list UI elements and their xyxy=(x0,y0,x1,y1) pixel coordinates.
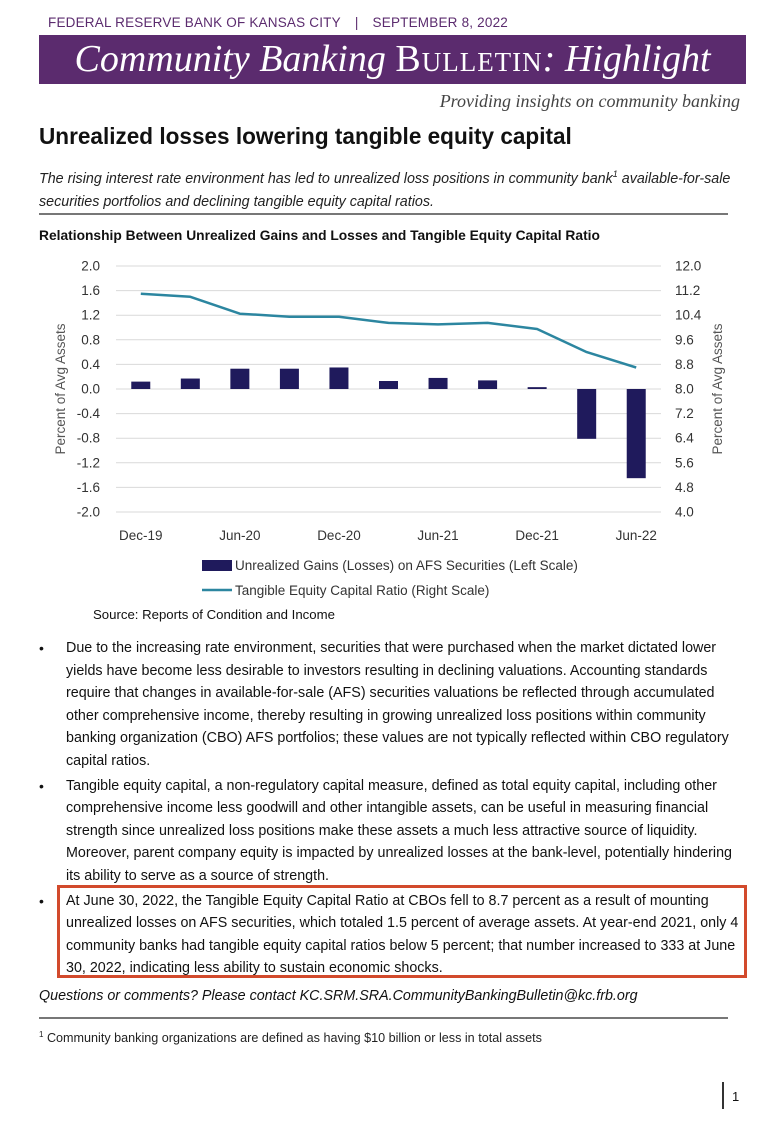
header-separator: | xyxy=(354,15,359,30)
bar xyxy=(329,367,349,389)
y-tick-right: 6.4 xyxy=(675,431,694,446)
bar xyxy=(626,389,646,479)
y-tick-right: 4.0 xyxy=(675,505,694,520)
article-title: Unrealized losses lowering tangible equi… xyxy=(39,123,572,149)
bar xyxy=(379,381,398,389)
bullet-dot: • xyxy=(39,892,44,909)
footnote-ref: 1 xyxy=(612,169,618,179)
bulletin-banner: Community Banking Bulletin: Highlight xyxy=(39,35,746,84)
chart-source: Source: Reports of Condition and Income xyxy=(93,607,335,622)
bullet-text: At June 30, 2022, the Tangible Equity Ca… xyxy=(66,892,739,977)
y-tick-right: 11.2 xyxy=(675,283,700,298)
subtitle-text-start: The rising interest rate environment has… xyxy=(39,170,613,187)
y-tick-left: 1.6 xyxy=(81,283,100,298)
y-tick-left: -0.4 xyxy=(77,406,101,421)
header-org: FEDERAL RESERVE BANK OF KANSAS CITY xyxy=(48,15,341,30)
banner-title-part1: Community Banking xyxy=(74,38,396,80)
footnote: 1 Community banking organizations are de… xyxy=(39,1030,542,1045)
banner-title-part3: : Highlight xyxy=(542,38,711,80)
bar xyxy=(577,389,597,439)
tagline: Providing insights on community banking xyxy=(439,91,740,111)
y-tick-left: -1.6 xyxy=(77,480,100,495)
subtitle-text-end: available-for-sale securities portfolios… xyxy=(39,170,731,210)
series-line xyxy=(140,292,637,369)
header-date: SEPTEMBER 8, 2022 xyxy=(372,15,509,30)
legend-label-line: Tangible Equity Capital Ratio (Right Sca… xyxy=(235,583,489,598)
legend-swatch-bar xyxy=(202,560,232,571)
y-tick-right: 9.6 xyxy=(675,332,694,347)
y-tick-left: -2.0 xyxy=(77,505,100,520)
y-tick-left: 2.0 xyxy=(81,259,100,274)
header-line: FEDERAL RESERVE BANK OF KANSAS CITY | SEPT… xyxy=(48,15,508,30)
page-number: 1 xyxy=(732,1089,740,1104)
footnote-number: 1 xyxy=(39,1030,44,1039)
footnote-text: Community banking organizations are defi… xyxy=(43,1031,542,1046)
y-tick-left: 0.4 xyxy=(81,357,100,372)
highlight-box xyxy=(57,885,747,978)
legend-label-bar: Unrealized Gains (Losses) on AFS Securit… xyxy=(235,558,578,573)
y-axis-label-right: Percent of Avg Assets xyxy=(710,323,725,454)
x-tick-label: Jun-22 xyxy=(616,528,657,543)
x-tick-label: Jun-21 xyxy=(417,528,458,543)
bullet-text: Due to the increasing rate environment, … xyxy=(66,640,729,769)
x-tick-label: Dec-21 xyxy=(515,528,559,543)
banner-title: Community Banking Bulletin: Highlight xyxy=(39,37,746,81)
bar xyxy=(131,381,151,389)
bar xyxy=(279,368,299,389)
bar xyxy=(478,380,498,389)
y-tick-right: 4.8 xyxy=(675,480,694,495)
bullet-dot: • xyxy=(39,640,44,656)
bullet-dot: • xyxy=(39,777,44,794)
y-tick-left: 1.2 xyxy=(81,308,100,323)
bullet-list: • Due to the increasing rate environment,… xyxy=(39,637,744,982)
y-tick-right: 5.6 xyxy=(675,455,694,470)
bullet-item: • Due to the increasing rate environment,… xyxy=(39,637,744,773)
bullet-item: • Tangible equity capital, a non-regulato… xyxy=(39,775,744,888)
x-tick-label: Jun-20 xyxy=(219,528,260,543)
y-tick-left: 0.0 xyxy=(81,382,100,397)
y-tick-right: 8.8 xyxy=(675,357,694,372)
y-tick-left: -0.8 xyxy=(77,431,100,446)
x-tick-label: Dec-20 xyxy=(317,528,361,543)
y-tick-right: 10.4 xyxy=(675,308,702,323)
bullet-item-highlighted: • At June 30, 2022, the Tangible Equity C… xyxy=(39,890,744,980)
bar xyxy=(180,378,200,389)
y-axis-label-left: Percent of Avg Assets xyxy=(53,323,68,454)
x-tick-label: Dec-19 xyxy=(119,528,163,543)
y-tick-right: 7.2 xyxy=(675,406,694,421)
article-subtitle: The rising interest rate environment has… xyxy=(39,163,739,214)
y-tick-right: 8.0 xyxy=(675,382,694,397)
chart-title: Relationship Between Unrealized Gains an… xyxy=(39,228,600,243)
contact-line: Questions or comments? Please contact KC… xyxy=(39,988,638,1004)
divider-bottom xyxy=(39,1017,728,1019)
bullet-text: Tangible equity capital, a non-regulator… xyxy=(66,777,732,884)
bar xyxy=(527,387,547,389)
bar xyxy=(230,368,250,389)
y-tick-left: 0.8 xyxy=(81,332,100,347)
combo-chart: 2.0 1.6 1.2 0.8 0.4 0.0 -0.4 -0.8 -1.2 -1.6 -2.0 12… xyxy=(53,259,725,599)
bar xyxy=(428,377,448,389)
y-tick-left: -1.2 xyxy=(77,455,100,470)
page-number-bar xyxy=(722,1082,724,1109)
banner-title-part2: Bulletin xyxy=(395,38,543,80)
y-tick-right: 12.0 xyxy=(675,259,701,274)
divider-top xyxy=(39,213,728,215)
